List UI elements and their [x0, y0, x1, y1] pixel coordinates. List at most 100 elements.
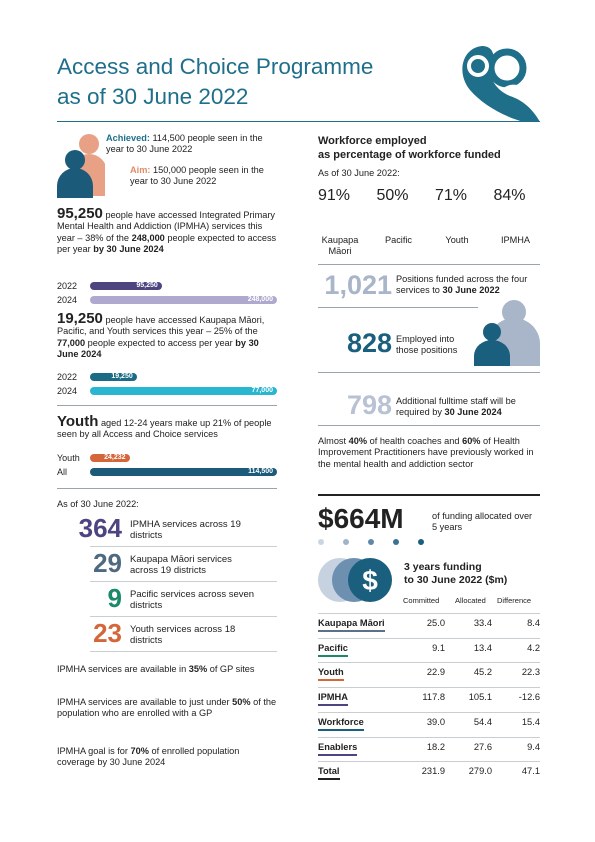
row-name: Enablers — [318, 742, 358, 756]
text: Almost — [318, 436, 347, 446]
row-rule — [318, 687, 540, 689]
service-text: IPMHA services across 19 districts — [130, 519, 241, 542]
bar-label: 2024 — [57, 386, 78, 396]
deadline: by 30 June 2024 — [93, 244, 164, 255]
cell: 105.1 — [468, 692, 492, 703]
service-number: 29 — [93, 548, 122, 578]
text: people have accessed Integrated Primary … — [57, 210, 276, 243]
rule — [90, 616, 277, 617]
cell: 25.0 — [426, 618, 445, 628]
bar: 248,000 — [90, 296, 277, 304]
bar-value: 248,000 — [247, 296, 273, 303]
donut-name: Pacific — [384, 235, 413, 245]
service-text: Youth services across 18 districts — [130, 624, 236, 647]
youth-text: Youth aged 12-24 years make up 21% of pe… — [57, 413, 279, 441]
highlight: 50% — [232, 697, 251, 707]
cell: 18.2 — [426, 741, 445, 752]
big-number: 1,021 — [324, 270, 392, 300]
service-text: Kaupapa Māori services across 19 distric… — [130, 554, 232, 577]
bar-value: 19,250 — [111, 373, 133, 380]
bar-label: All — [57, 467, 68, 477]
cell: 22.9 — [426, 667, 445, 678]
dots — [318, 539, 424, 545]
row-name: IPMHA — [318, 692, 348, 707]
funded-text: Positions funded across the four service… — [396, 274, 546, 297]
deadline: by 30 June 2024 — [57, 337, 259, 360]
text: aged 12-24 years make up 21% of people s… — [57, 418, 272, 440]
bold: 30 June 2024 — [444, 407, 502, 418]
cell: 39.0 — [426, 716, 445, 727]
bar: 24,232 — [90, 454, 130, 462]
donut: 91% — [318, 187, 350, 205]
cell: 47.1 — [521, 766, 540, 777]
donut: 84% — [494, 187, 526, 205]
bar: 77,000 — [90, 387, 277, 395]
donut-name: IPMHA — [500, 235, 531, 245]
cell: 117.8 — [422, 692, 445, 703]
service-number: 364 — [78, 513, 122, 543]
cell: 4.2 — [527, 642, 540, 653]
service-text: Pacific services across seven districts — [130, 589, 255, 612]
donut-name: Youth — [445, 235, 469, 245]
column-header: Allocated — [455, 596, 486, 605]
row-name: Workforce — [318, 717, 364, 731]
label: Achieved: — [106, 133, 150, 143]
bar-label: 2022 — [57, 281, 78, 291]
rule — [90, 546, 277, 547]
row-name: Kaupapa Māori — [318, 618, 385, 632]
text: of the population who are enrolled with … — [57, 697, 277, 719]
bold: 40% — [348, 436, 368, 446]
cell: 33.4 — [473, 618, 492, 628]
table-title: 3 years funding to 30 June 2022 ($m) — [404, 561, 507, 587]
bar-value: 24,232 — [104, 454, 126, 461]
donut-label: 84% — [493, 187, 526, 204]
text: people expected to access per year — [57, 232, 277, 255]
text: of GP sites — [209, 664, 255, 674]
people-icon — [474, 300, 540, 366]
lead: 19,250 — [57, 310, 103, 327]
required-text: Additional fulltime staff will be requir… — [396, 396, 541, 419]
row-rule — [318, 736, 540, 738]
rule — [318, 425, 540, 426]
donut: 50% — [377, 187, 409, 205]
rule — [57, 488, 277, 489]
text: 114,500 people seen in the year to 30 Ju… — [106, 133, 263, 155]
title-line: Access and Choice Programme — [57, 54, 374, 79]
text: IPMHA services are available in — [57, 664, 187, 674]
funding-total: $664M — [318, 503, 404, 534]
lead: Youth — [57, 413, 99, 430]
rule — [318, 307, 478, 308]
donut-label: 50% — [376, 187, 409, 204]
bar: 95,250 — [90, 282, 162, 290]
title-line: 3 years funding — [404, 561, 482, 573]
text: IPMHA goal is for — [57, 746, 128, 756]
donut-label: 91% — [318, 187, 351, 204]
coverage-text: IPMHA services are available to just und… — [57, 697, 279, 720]
cell: 54.4 — [473, 716, 492, 727]
cell: 9.1 — [432, 642, 445, 653]
rule — [90, 581, 277, 582]
bar: 19,250 — [90, 373, 137, 381]
rule — [318, 264, 540, 265]
bold: 30 June 2022 — [442, 285, 500, 296]
highlight: 35% — [188, 664, 208, 674]
coverage-text: IPMHA goal is for 70% of enrolled popula… — [57, 746, 279, 769]
bar-value: 77,000 — [251, 387, 273, 394]
kmpy-text: 19,250 people have accessed Kaupapa Māor… — [57, 310, 279, 361]
donut-name: Kaupapa Māori — [321, 235, 359, 257]
row-name: Total — [318, 766, 340, 781]
row-rule — [318, 761, 540, 763]
donut-label: 71% — [435, 187, 468, 204]
row-name: Pacific — [318, 643, 348, 657]
title-line: to 30 June 2022 ($m) — [404, 574, 508, 586]
target: 77,000 — [57, 337, 86, 348]
service-number: 23 — [93, 618, 122, 648]
bar-label: 2022 — [57, 372, 78, 382]
bar-label: Youth — [57, 453, 80, 463]
coins-icon: $ — [318, 558, 392, 602]
text: of enrolled population coverage by 30 Ju… — [57, 746, 240, 768]
achieved: Achieved: 114,500 people seen in the yea… — [106, 133, 281, 156]
text: IPMHA services are available to just und… — [57, 697, 230, 707]
title-line: as of 30 June 2022 — [57, 84, 249, 109]
